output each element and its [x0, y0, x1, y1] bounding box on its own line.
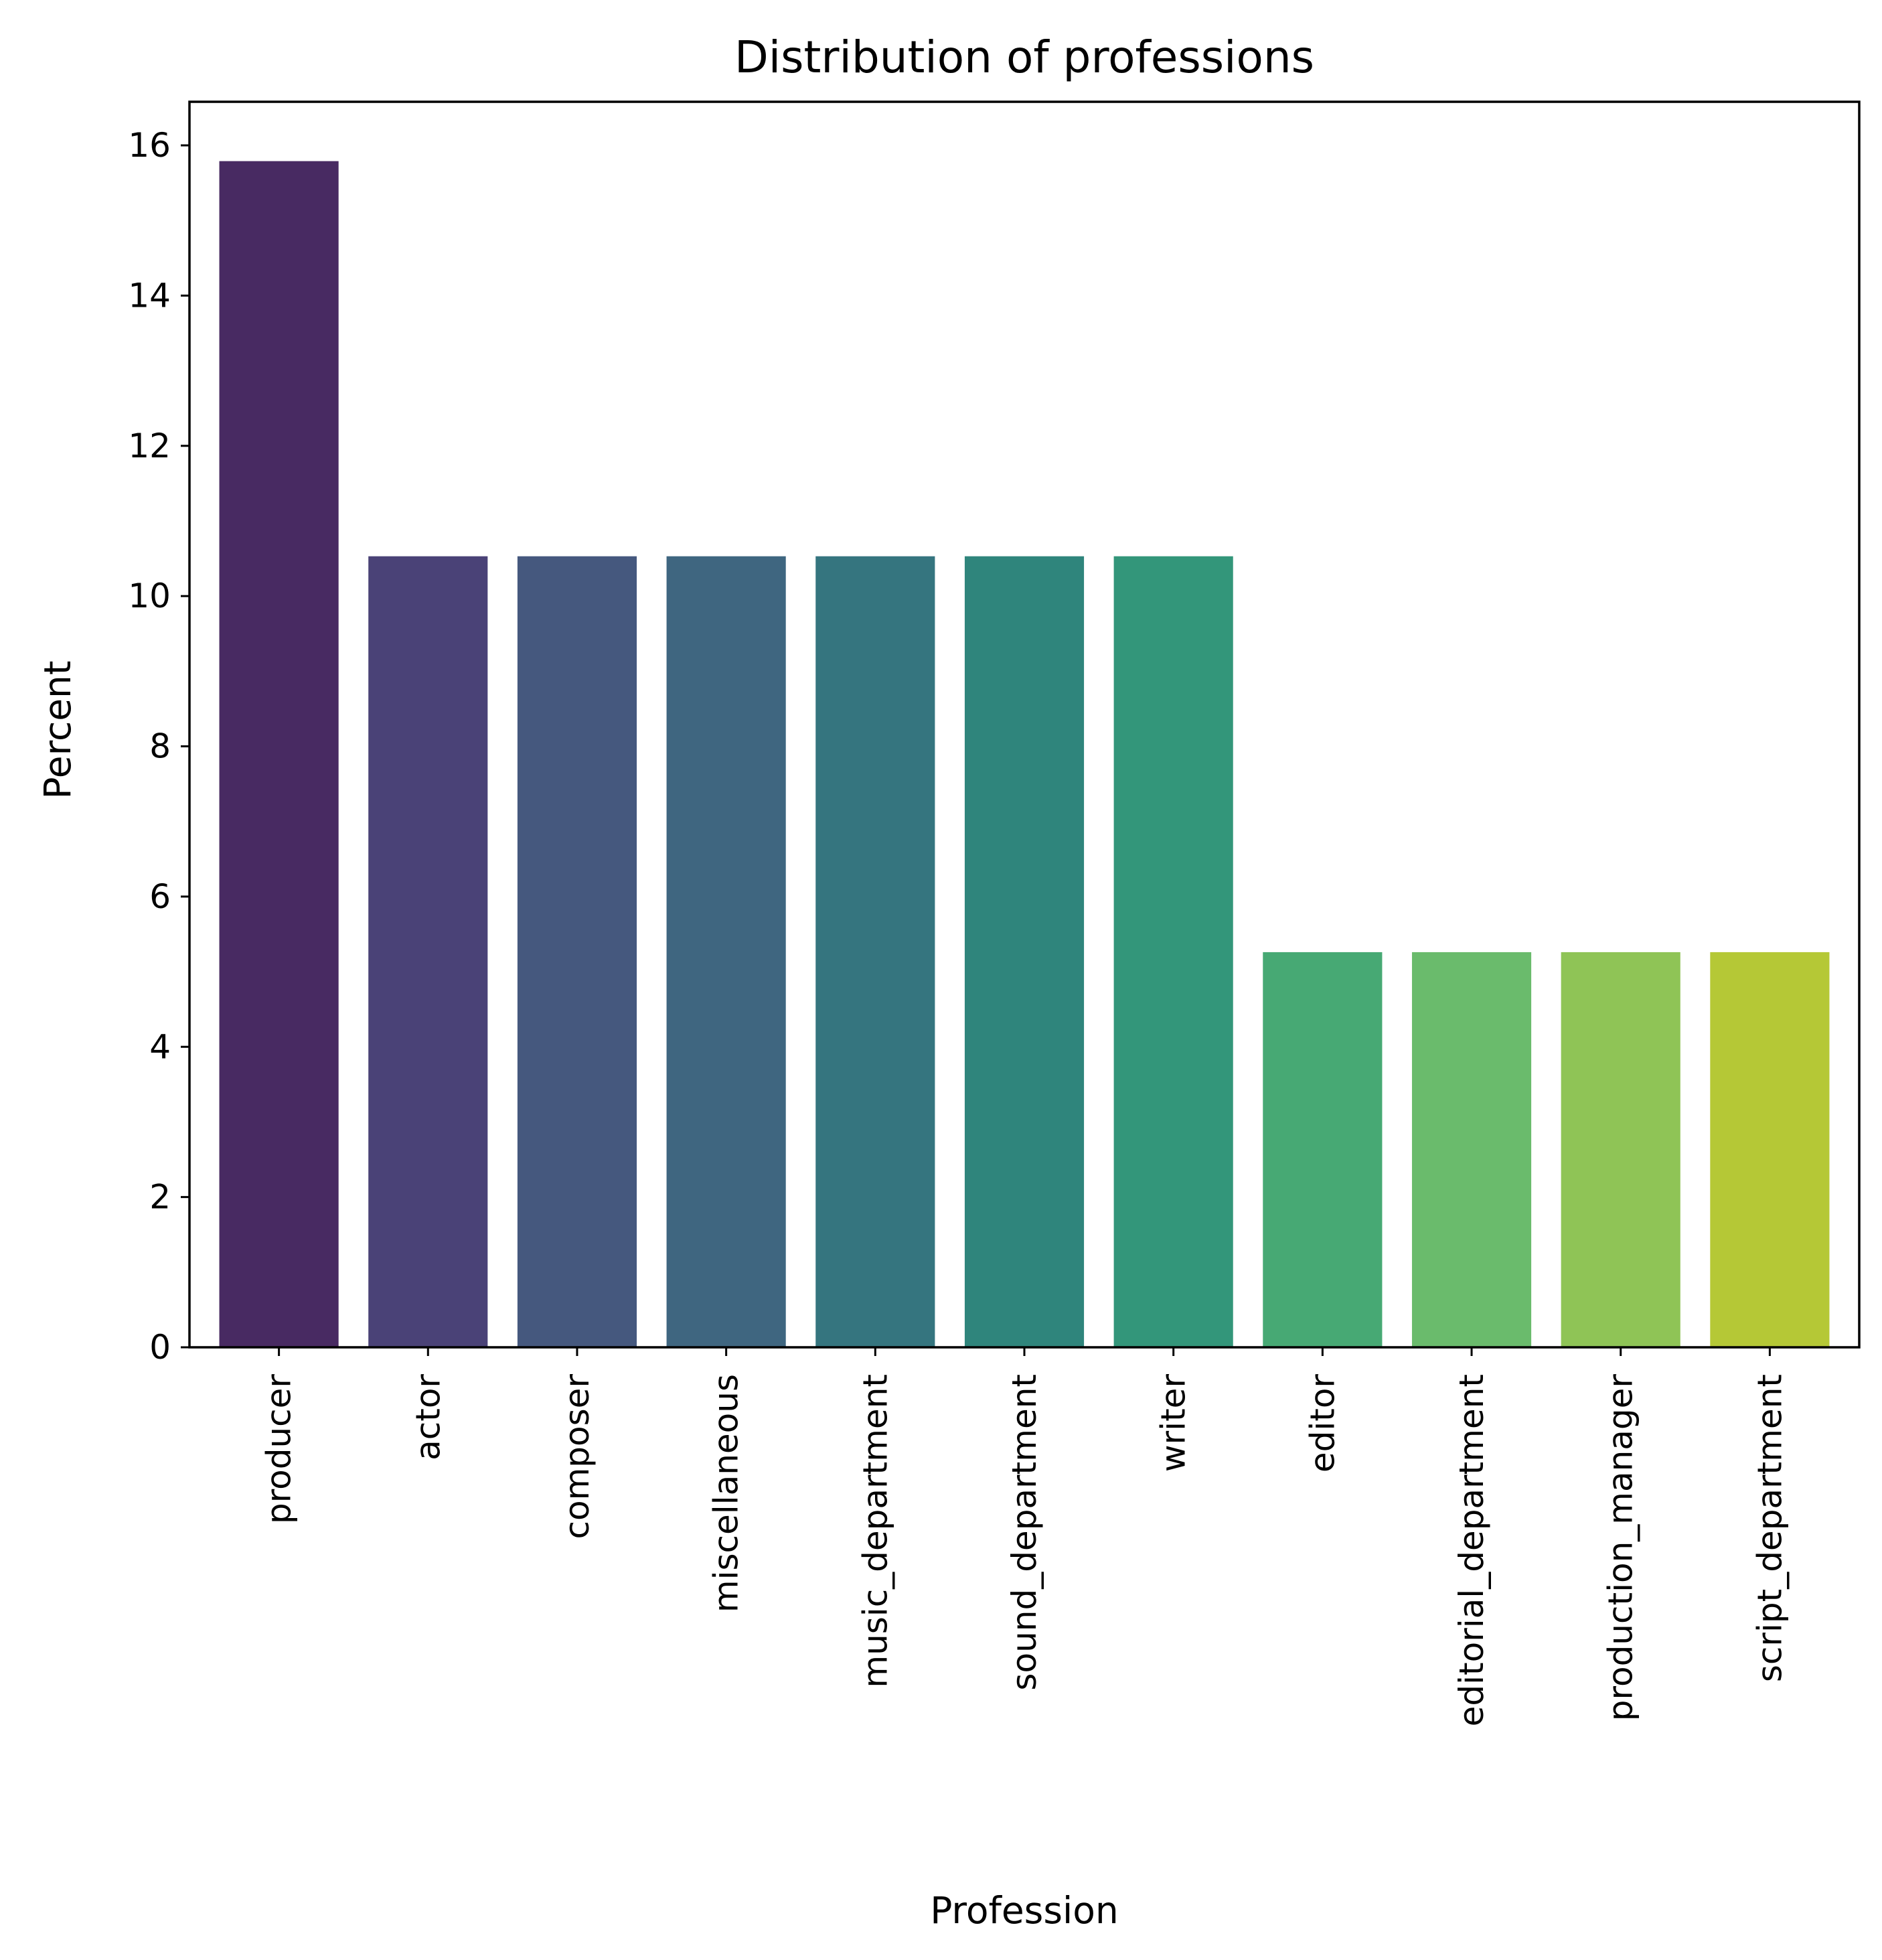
bar-miscellaneous: [666, 556, 786, 1348]
bars-group: [219, 161, 1830, 1348]
bar-composer: [517, 556, 637, 1348]
bar-writer: [1113, 556, 1233, 1348]
x-tick-label: writer: [1154, 1374, 1193, 1473]
x-tick-label: music_department: [856, 1374, 894, 1688]
y-tick-label: 2: [149, 1178, 171, 1217]
plot-frame: [188, 100, 1861, 1349]
bar-sound_department: [964, 556, 1085, 1348]
y-tick-label: 10: [128, 577, 171, 615]
x-tick-label: composer: [558, 1374, 597, 1539]
y-tick-label: 8: [149, 727, 171, 766]
x-axis-ticks: producer actor composer miscellaneous music_…: [260, 1347, 1789, 1726]
y-tick-label: 4: [149, 1027, 171, 1066]
chart-title: Distribution of professions: [734, 31, 1314, 83]
x-tick-label: editor: [1303, 1374, 1342, 1473]
x-tick-label: sound_department: [1005, 1374, 1044, 1691]
bar-editor: [1263, 952, 1383, 1347]
y-tick-label: 6: [149, 877, 171, 916]
x-axis-title: Profession: [930, 1889, 1119, 1932]
y-tick-label: 12: [128, 427, 171, 465]
y-tick-label: 0: [149, 1328, 171, 1367]
bar-producer: [219, 161, 339, 1347]
bar-script_department: [1710, 952, 1830, 1347]
bar-editorial_department: [1411, 952, 1532, 1347]
x-tick-label: miscellaneous: [707, 1374, 746, 1612]
bar-music_department: [815, 556, 935, 1348]
y-axis-title: Percent: [36, 661, 79, 800]
y-axis-ticks: 0 2 4 6 8 10 12 14 16: [128, 126, 189, 1367]
y-tick-label: 16: [128, 126, 171, 165]
y-tick-label: 14: [128, 276, 171, 315]
x-tick-label: editorial_department: [1452, 1374, 1491, 1726]
x-tick-label: producer: [260, 1374, 299, 1524]
x-tick-label: actor: [408, 1374, 447, 1460]
x-tick-label: script_department: [1750, 1374, 1789, 1682]
bar-actor: [368, 556, 488, 1348]
bar-production_manager: [1561, 952, 1680, 1347]
x-tick-label: production_manager: [1601, 1374, 1640, 1722]
